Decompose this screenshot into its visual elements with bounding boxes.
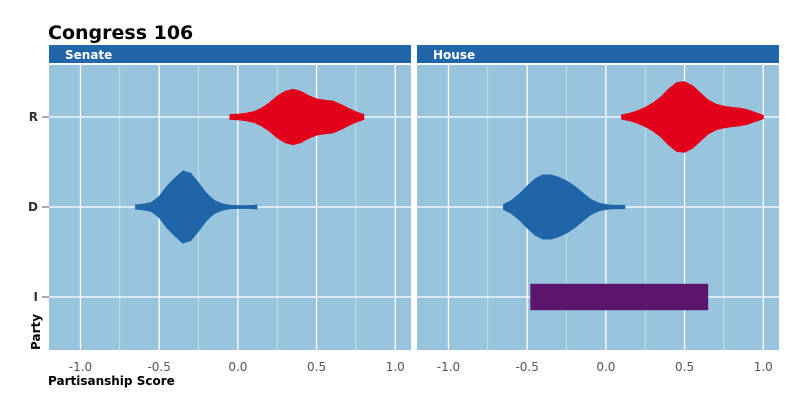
x-tick-label: 1.0 (386, 360, 405, 374)
x-tick-label: -0.5 (147, 360, 170, 374)
panel-house: House -1.0 -0.5 0.0 0.5 1.0 (417, 45, 779, 374)
violin-house-I (530, 283, 709, 311)
strip-label-house: House (433, 48, 475, 62)
y-axis: R D I (28, 110, 49, 304)
x-tick-label: 0.0 (228, 360, 247, 374)
x-tick-label: 1.0 (754, 360, 773, 374)
violin-senate-R (229, 88, 365, 146)
x-tick-label: -1.0 (69, 360, 92, 374)
y-tick-label-D: D (28, 200, 38, 214)
x-tick-label: 0.0 (596, 360, 615, 374)
x-tick-label: -1.0 (437, 360, 460, 374)
violin-house-D (503, 174, 626, 240)
x-axis-title: Partisanship Score (48, 374, 175, 388)
violin-senate-D (135, 170, 258, 244)
x-tick-label: 0.5 (675, 360, 694, 374)
violin-house-R (621, 81, 764, 153)
y-axis-title: Party (29, 314, 43, 350)
strip-house (417, 45, 779, 63)
x-tick-label: -0.5 (515, 360, 538, 374)
chart-panels: Senate -1.0 -0.5 0.0 0.5 1.0 House -1.0 -0.5 0.0 0… (49, 45, 779, 374)
y-tick-label-I: I (34, 290, 38, 304)
strip-senate (49, 45, 411, 63)
panel-senate: Senate -1.0 -0.5 0.0 0.5 1.0 (49, 45, 411, 374)
y-tick-label-R: R (29, 110, 38, 124)
chart-title: Congress 106 (48, 22, 193, 44)
strip-label-senate: Senate (65, 48, 112, 62)
x-tick-label: 0.5 (307, 360, 326, 374)
